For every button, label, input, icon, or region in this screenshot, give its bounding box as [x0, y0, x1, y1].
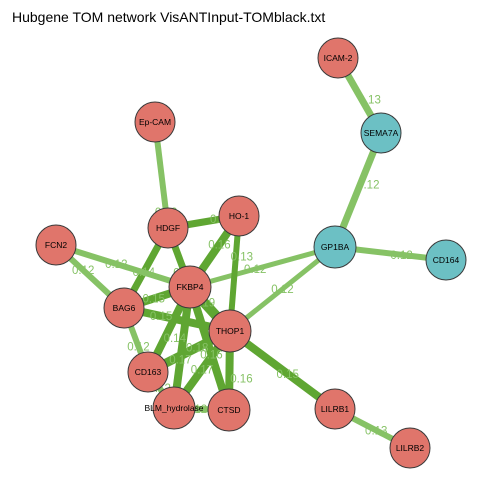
edge-weight-label: 0.17 — [191, 365, 213, 377]
edge-weight-label: 0.12 — [105, 259, 127, 271]
node-hdgf[interactable]: HDGF — [147, 207, 189, 249]
node-label: SEMA7A — [364, 128, 399, 138]
node-thop1[interactable]: THOP1 — [208, 309, 252, 353]
node-lilrb2[interactable]: LILRB2 — [389, 427, 431, 469]
node-label: BLM_hydrolase — [144, 403, 203, 413]
node-ep-cam[interactable]: Ep-CAM — [134, 101, 176, 143]
node-icam-2[interactable]: ICAM-2 — [317, 37, 359, 79]
node-label: ICAM-2 — [324, 53, 353, 63]
node-sema7a[interactable]: SEMA7A — [360, 112, 402, 154]
nodes-layer: ICAM-2 SEMA7A Ep-CAM HDGF HO-1 FCN2 GP1BA CD164… — [35, 37, 467, 469]
node-label: LILRB1 — [321, 404, 350, 414]
edge-FKBP4-CTSD — [186, 285, 233, 412]
edge-weight-label: 0.13 — [358, 94, 380, 106]
node-circle[interactable] — [218, 195, 260, 237]
node-circle[interactable] — [152, 386, 196, 430]
node-ctsd[interactable]: CTSD — [207, 388, 251, 432]
node-ho-1[interactable]: HO-1 — [218, 195, 260, 237]
node-circle[interactable] — [35, 224, 77, 266]
node-fcn2[interactable]: FCN2 — [35, 224, 77, 266]
node-label: CD163 — [135, 367, 162, 377]
node-circle[interactable] — [389, 427, 431, 469]
node-circle[interactable] — [134, 101, 176, 143]
node-circle[interactable] — [127, 351, 169, 393]
edge-weight-label: 0.15 — [277, 369, 299, 381]
edge-weight-label: 0.12 — [271, 284, 293, 296]
edge-weight-label: 0.16 — [208, 239, 230, 251]
node-cd163[interactable]: CD163 — [127, 351, 169, 393]
node-circle[interactable] — [208, 309, 252, 353]
node-circle[interactable] — [207, 388, 251, 432]
node-label: HO-1 — [229, 211, 250, 221]
node-label: FCN2 — [45, 240, 67, 250]
node-lilrb1[interactable]: LILRB1 — [314, 388, 356, 430]
node-label: HDGF — [156, 223, 180, 233]
node-bag6[interactable]: BAG6 — [103, 287, 145, 329]
edge-weight-label: 0.12 — [390, 250, 412, 262]
node-label: FKBP4 — [177, 282, 204, 292]
edge-weight-label: 0.14 — [164, 333, 187, 345]
node-label: BAG6 — [113, 303, 136, 313]
node-label: CTSD — [217, 405, 240, 415]
node-label: THOP1 — [216, 326, 245, 336]
node-gp1ba[interactable]: GP1BA — [313, 225, 357, 269]
node-cd164[interactable]: CD164 — [425, 239, 467, 281]
node-circle[interactable] — [317, 37, 359, 79]
edge-weight-label: 0.15 — [150, 311, 172, 323]
edge-weight-label: 0.16 — [200, 350, 222, 362]
edge-weight-label: 0.13 — [231, 251, 253, 263]
edge-weight-label: 0.12 — [127, 341, 149, 353]
graph-title: Hubgene TOM network VisANTInput-TOMblack… — [12, 9, 326, 25]
node-circle[interactable] — [103, 287, 145, 329]
node-circle[interactable] — [425, 239, 467, 281]
edge-weight-label: 0.17 — [169, 355, 191, 367]
edge-weight-label: 0.12 — [72, 265, 94, 277]
edge-weight-label: 0.12 — [357, 179, 379, 191]
edge-weight-label: 0.16 — [230, 373, 252, 385]
edge-weight-label: 0.12 — [244, 264, 266, 276]
node-circle[interactable] — [147, 207, 189, 249]
node-fkbp4[interactable]: FKBP4 — [168, 265, 212, 309]
node-circle[interactable] — [313, 225, 357, 269]
edge-GP1BA-FKBP4 — [189, 244, 336, 290]
node-circle[interactable] — [168, 265, 212, 309]
edge-FCN2-FKBP4 — [55, 242, 191, 290]
node-label: CD164 — [433, 255, 460, 265]
node-blm_hydrolase[interactable]: BLM_hydrolase — [144, 386, 204, 430]
edge-THOP1-LILRB1 — [227, 327, 338, 413]
edge-weight-label: 0.14 — [133, 267, 156, 279]
edge-weight-label: 0.15 — [143, 294, 165, 306]
node-label: LILRB2 — [396, 443, 425, 453]
node-label: Ep-CAM — [139, 117, 171, 127]
node-circle[interactable] — [314, 388, 356, 430]
node-circle[interactable] — [360, 112, 402, 154]
node-label: GP1BA — [321, 242, 350, 252]
edge-weight-label: 0.18 — [186, 342, 208, 354]
edge-GP1BA-THOP1 — [228, 245, 337, 333]
edge-weight-label: 0.13 — [365, 425, 387, 437]
edge-labels-layer: 0.130.120.120.120.120.120.150.140.140.16… — [72, 94, 413, 437]
